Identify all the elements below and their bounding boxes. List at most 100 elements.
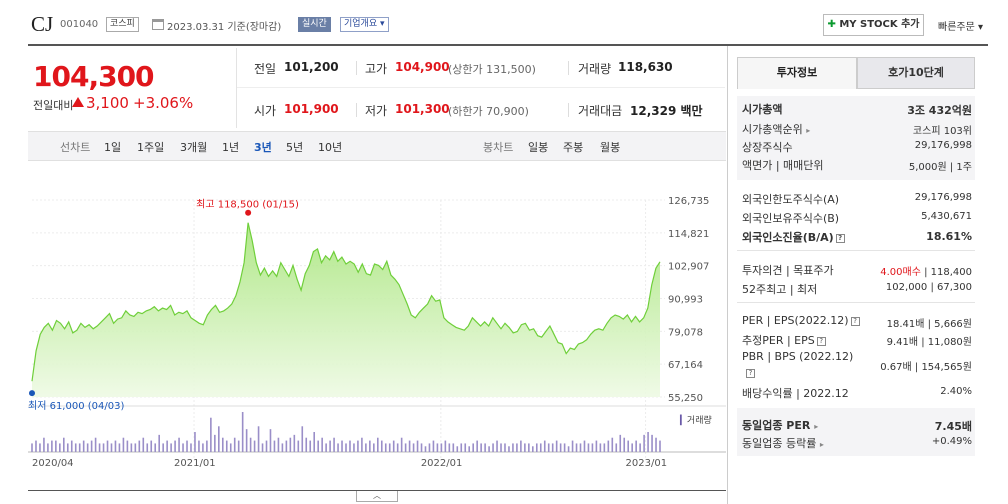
per-text: PER | EPS(2022.12) <box>742 314 849 327</box>
volume-bar <box>273 440 276 452</box>
volume-bar <box>412 443 415 452</box>
x-tick-label: 2021/01 <box>174 458 216 469</box>
quote-date: 2023.03.31 기준(장마감) <box>167 22 282 33</box>
volume-bar <box>47 443 49 452</box>
lower-limit: (하한가 70,900) <box>448 105 529 118</box>
par-value-label: 액면가 | 매매단위 <box>742 159 824 172</box>
candle-monthly[interactable]: 월봉 <box>600 141 621 154</box>
add-my-stock-button[interactable]: ✚ MY STOCK 추가 <box>823 14 924 36</box>
volume-bar <box>202 443 204 452</box>
volume-bar <box>639 443 641 452</box>
volume-bar <box>567 446 570 452</box>
period-5y[interactable]: 5년 <box>286 141 304 154</box>
volume-bar <box>269 429 272 452</box>
volume-bar <box>535 443 538 452</box>
foreign-ratio-value: 18.61% <box>926 230 972 243</box>
volume-bar <box>78 443 81 452</box>
tab-investment-info[interactable]: 투자정보 <box>737 57 857 89</box>
opinion-label: 투자의견 | 목표주가 <box>742 264 834 277</box>
volume-bar <box>448 443 451 452</box>
quick-order-dropdown[interactable]: 빠른주문 ▾ <box>938 22 983 33</box>
volume-bar <box>257 426 260 452</box>
realtime-button[interactable]: 실시간 <box>298 17 331 32</box>
help-icon[interactable]: ? <box>850 317 860 326</box>
volume-bar <box>428 443 431 452</box>
target-price: | 118,400 <box>924 267 972 278</box>
volume-bar <box>114 440 117 452</box>
volume-bar <box>122 437 125 452</box>
volume-bar <box>583 440 586 452</box>
volume-bar <box>508 446 510 452</box>
period-1w[interactable]: 1주일 <box>137 141 165 154</box>
tab-order-book[interactable]: 호가10단계 <box>857 57 975 89</box>
candle-weekly[interactable]: 주봉 <box>563 141 584 154</box>
help-icon[interactable]: ? <box>746 369 755 378</box>
per-label: PER | EPS(2022.12)? <box>742 314 860 327</box>
volume-bar <box>345 443 347 452</box>
market-cap-rank-label[interactable]: 시가총액순위 ▸ <box>742 121 810 137</box>
volume-bar <box>55 440 57 452</box>
volume-bar <box>384 443 387 452</box>
volume-bar <box>563 443 566 452</box>
expand-chart-button[interactable]: ︿ <box>356 491 398 502</box>
listed-shares-label: 상장주식수 <box>742 141 793 154</box>
volume-bar <box>591 443 594 452</box>
period-3m[interactable]: 3개월 <box>180 141 208 154</box>
period-1d[interactable]: 1일 <box>104 141 122 154</box>
help-icon[interactable]: ? <box>816 337 826 346</box>
prev-close-label: 전일 <box>254 62 277 76</box>
volume-bar <box>333 437 335 452</box>
calendar-icon <box>152 19 164 30</box>
volume-bar <box>74 443 77 452</box>
opinion-rating: 4.00매수 <box>880 267 921 278</box>
week52-label: 52주최고 | 최저 <box>742 283 818 296</box>
volume-bar <box>162 443 164 452</box>
y-tick-label: 102,907 <box>668 262 709 273</box>
divider <box>568 61 569 75</box>
up-arrow-icon <box>72 97 84 107</box>
volume-bar <box>134 443 137 452</box>
week52-value: 102,000 | 67,300 <box>885 282 972 293</box>
market-cap-rank-value: 코스피 103위 <box>912 126 972 137</box>
volume-bar <box>39 443 41 452</box>
volume-bar <box>277 437 280 452</box>
upper-limit: (상한가 131,500) <box>448 63 536 76</box>
header-divider <box>28 44 988 46</box>
volume-bar <box>480 443 482 452</box>
volume-bar <box>647 432 649 452</box>
market-cap-section <box>737 96 975 180</box>
volume-bar <box>62 437 65 452</box>
x-tick-label: 2020/04 <box>32 458 74 469</box>
volume-bar <box>432 440 435 452</box>
volume-bar <box>349 440 351 452</box>
volume-bar <box>512 443 514 452</box>
volume-bar <box>408 440 411 452</box>
volume-bar <box>472 443 474 452</box>
volume-bar <box>118 443 121 452</box>
company-overview-dropdown[interactable]: 기업개요 ▾ <box>340 17 389 32</box>
divider <box>737 302 975 303</box>
period-1y[interactable]: 1년 <box>222 141 240 154</box>
divider <box>356 103 357 117</box>
x-tick-label: 2023/01 <box>626 458 668 469</box>
period-3y[interactable]: 3년 <box>254 141 272 154</box>
volume-bar <box>51 440 53 452</box>
volume-bar <box>611 437 614 452</box>
market-badge: 코스피 <box>106 17 139 32</box>
candle-daily[interactable]: 일봉 <box>528 141 549 154</box>
volume-bar <box>353 443 355 452</box>
price-chart[interactable]: 126,735 114,821 102,907 90,993 79,078 67,164 5… <box>28 190 728 470</box>
volume-bar <box>380 440 383 452</box>
pbr-value: 0.67배 | 154,565원 <box>880 362 972 373</box>
divider <box>568 103 569 117</box>
volume-bar <box>66 443 69 452</box>
low-annotation: 최저 61,000 (04/03) <box>28 400 124 412</box>
period-10y[interactable]: 10년 <box>318 141 343 154</box>
volume-bar <box>635 440 637 452</box>
help-icon[interactable]: ? <box>835 234 845 243</box>
est-per-text: 추정PER | EPS <box>742 334 815 347</box>
industry-section <box>737 408 975 456</box>
volume-bar <box>396 443 399 452</box>
stock-code: 001040 <box>60 19 99 30</box>
change-label: 전일대비 <box>33 99 74 112</box>
